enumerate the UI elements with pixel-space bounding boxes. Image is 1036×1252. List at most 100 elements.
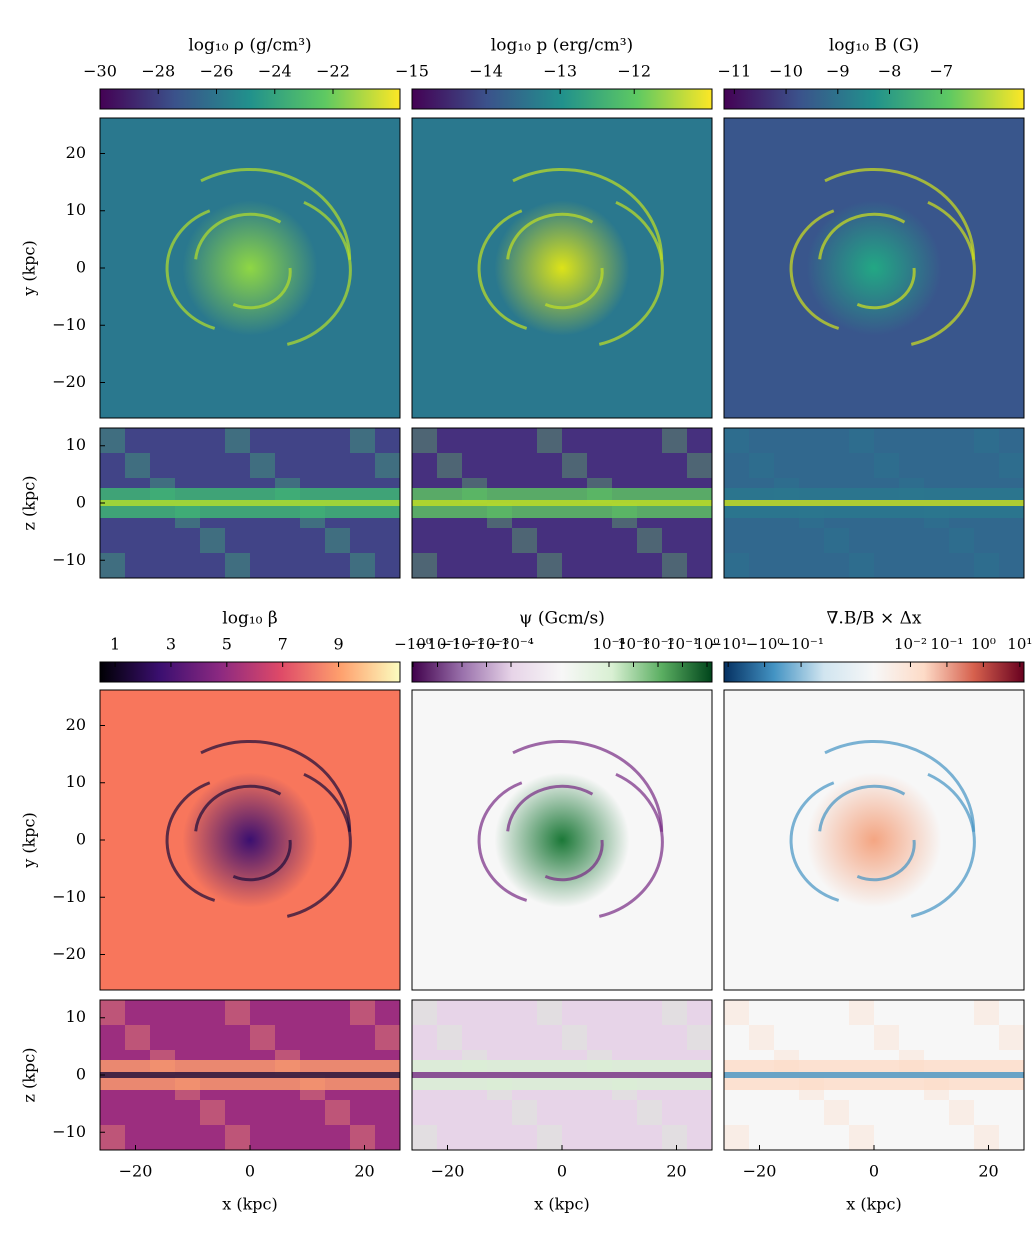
image-block bbox=[662, 1125, 687, 1150]
colorbar-tick-label: −10¹ bbox=[709, 635, 747, 653]
colorbar-tick-label: −8 bbox=[878, 62, 902, 81]
image-block bbox=[512, 528, 537, 553]
image-block bbox=[325, 1100, 350, 1125]
colorbar-tick-label: −24 bbox=[258, 62, 292, 81]
image-core bbox=[100, 690, 400, 990]
colorbar-tick-label: −10⁰ bbox=[394, 635, 432, 653]
swirl bbox=[286, 772, 352, 918]
colorbar-tick-label: 9 bbox=[333, 635, 343, 654]
y-tick-label: 10 bbox=[66, 435, 86, 454]
image-block bbox=[849, 1125, 874, 1150]
colorbar-tick-label: −11 bbox=[717, 62, 751, 81]
heatmap-image bbox=[100, 428, 400, 578]
swirl bbox=[200, 739, 352, 832]
image-disk bbox=[412, 1072, 712, 1078]
y-tick-label: 0 bbox=[76, 493, 86, 512]
heatmap-image bbox=[412, 1000, 712, 1150]
colorbar-tick-label: −22 bbox=[316, 62, 350, 81]
colorbar-title: ∇.B/B × Δx bbox=[827, 609, 922, 629]
image-block bbox=[225, 428, 250, 453]
colorbar bbox=[411, 661, 713, 683]
image-block bbox=[537, 428, 562, 453]
y-tick-label: 10 bbox=[66, 1007, 86, 1026]
image-block bbox=[375, 453, 400, 478]
image-block bbox=[437, 453, 462, 478]
colorbar-tick-label: −15 bbox=[395, 62, 429, 81]
image-disk bbox=[724, 500, 1024, 506]
colorbar-tick-label: −10⁻¹ bbox=[415, 635, 461, 653]
colorbar-title: ψ (Gcm/s) bbox=[519, 609, 605, 629]
heatmap-image bbox=[412, 690, 712, 990]
x-tick-label: −20 bbox=[431, 1162, 465, 1181]
swirl bbox=[824, 739, 976, 832]
y-tick-label: 20 bbox=[66, 143, 86, 162]
colorbar-title: log₁₀ β bbox=[222, 609, 277, 629]
colorbar-tick-label: −28 bbox=[141, 62, 175, 81]
y-tick-label: 10 bbox=[66, 200, 86, 219]
x-tick-label: −20 bbox=[743, 1162, 777, 1181]
x-tick-label: 0 bbox=[869, 1162, 879, 1181]
image-block bbox=[849, 1000, 874, 1025]
y-tick-label: −20 bbox=[52, 372, 86, 391]
image-block bbox=[949, 528, 974, 553]
image-block bbox=[687, 453, 712, 478]
colorbar-tick-label: 3 bbox=[166, 635, 176, 654]
image-block bbox=[662, 428, 687, 453]
panel-frame bbox=[411, 689, 713, 991]
image-core bbox=[412, 690, 712, 990]
panel-frame bbox=[723, 117, 1025, 419]
colorbar-tick-label: 10¹ bbox=[1007, 635, 1032, 653]
y-tick-label: −10 bbox=[52, 315, 86, 334]
swirl bbox=[165, 781, 216, 902]
image-block bbox=[125, 1025, 150, 1050]
image-block bbox=[824, 1100, 849, 1125]
image-block bbox=[724, 428, 749, 453]
swirl bbox=[286, 200, 352, 346]
y-tick-label: −10 bbox=[52, 887, 86, 906]
image-block bbox=[999, 1025, 1024, 1050]
swirl bbox=[598, 200, 664, 346]
swirl bbox=[232, 839, 292, 882]
x-tick-label: 20 bbox=[666, 1162, 686, 1181]
x-axis-label: x (kpc) bbox=[222, 1195, 278, 1214]
colorbar-tick-label: −13 bbox=[543, 62, 577, 81]
image-block bbox=[100, 1125, 125, 1150]
colorbar-tick-label: 10⁻⁴ bbox=[592, 635, 625, 653]
x-axis-label: x (kpc) bbox=[534, 1195, 590, 1214]
colorbar-tick-label: 10⁻³ bbox=[617, 635, 650, 653]
heatmap-image bbox=[724, 1000, 1024, 1150]
colorbar-tick-label: −12 bbox=[617, 62, 651, 81]
heatmap-image bbox=[724, 428, 1024, 578]
image-block bbox=[412, 1000, 437, 1025]
image-block bbox=[412, 1125, 437, 1150]
image-block bbox=[225, 1125, 250, 1150]
swirl bbox=[789, 781, 840, 902]
swirl bbox=[232, 267, 292, 310]
image-block bbox=[225, 553, 250, 578]
image-block bbox=[849, 428, 874, 453]
image-block bbox=[350, 1125, 375, 1150]
colorbar-tick-label: 10⁻¹ bbox=[666, 635, 699, 653]
y-tick-label: 20 bbox=[66, 715, 86, 734]
image-block bbox=[562, 453, 587, 478]
image-block bbox=[225, 1000, 250, 1025]
swirl bbox=[544, 267, 604, 310]
heatmap-image bbox=[724, 118, 1024, 418]
y-axis-label: z (kpc) bbox=[20, 476, 39, 531]
swirl bbox=[194, 784, 282, 832]
image-block bbox=[250, 453, 275, 478]
heatmap-image bbox=[724, 690, 1024, 990]
image-block bbox=[350, 553, 375, 578]
image-core bbox=[100, 118, 400, 418]
colorbar-tick-label: −10⁻⁴ bbox=[488, 635, 534, 653]
heatmap-image bbox=[100, 690, 400, 990]
colorbar-tick-label: 1 bbox=[110, 635, 120, 654]
y-tick-label: −20 bbox=[52, 944, 86, 963]
image-block bbox=[874, 453, 899, 478]
panel-frame bbox=[723, 427, 1025, 579]
image-core bbox=[412, 118, 712, 418]
image-block bbox=[412, 553, 437, 578]
image-block bbox=[200, 1100, 225, 1125]
image-block bbox=[974, 1000, 999, 1025]
image-block bbox=[974, 553, 999, 578]
